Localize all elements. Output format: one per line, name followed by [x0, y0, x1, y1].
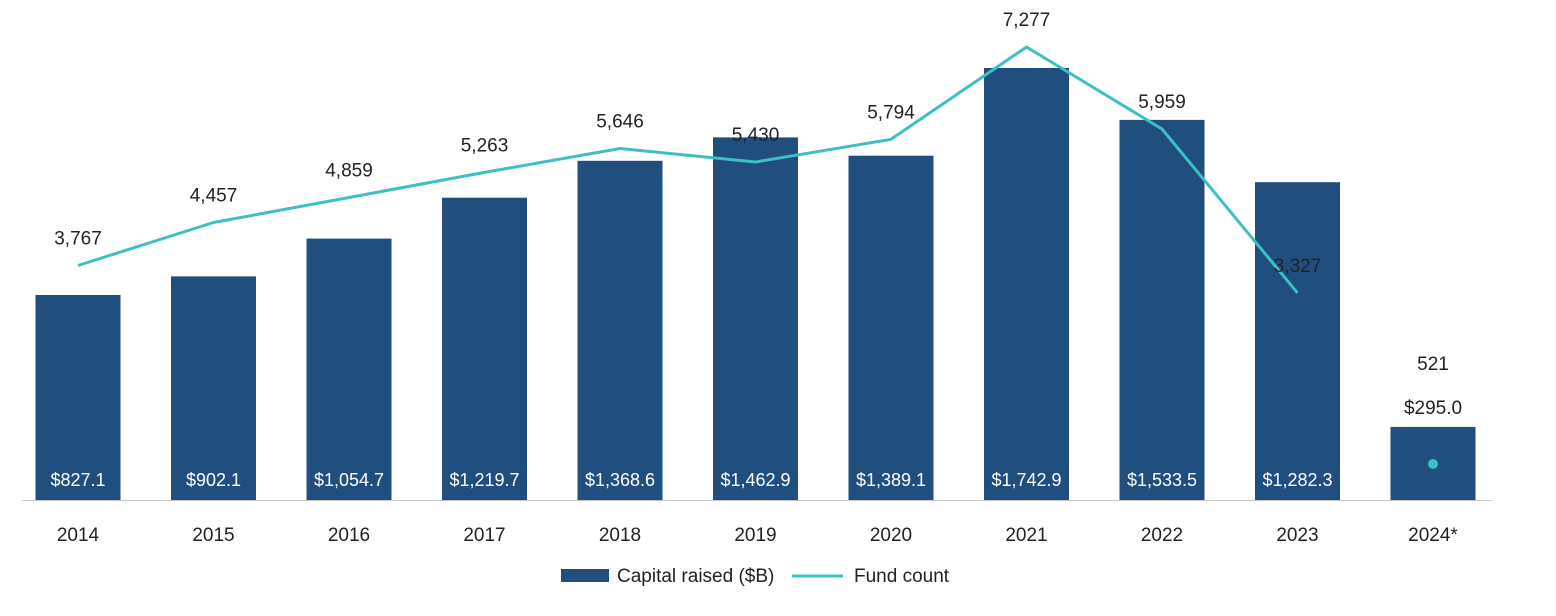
- x-tick-label: 2015: [192, 525, 234, 546]
- x-tick-label: 2018: [599, 525, 641, 546]
- fund-count-label: 5,646: [596, 112, 644, 133]
- bar-value-label: $1,533.5: [1127, 470, 1197, 490]
- x-tick-label: 2021: [1005, 525, 1047, 546]
- bar-value-label: $1,054.7: [314, 470, 384, 490]
- line-layer: [77, 45, 1438, 469]
- fund-count-label: 4,859: [325, 161, 373, 182]
- fund-count-line: [77, 45, 1299, 294]
- bar-value-label: $295.0: [1404, 398, 1462, 419]
- bar-value-label: $1,282.3: [1262, 470, 1332, 490]
- fund-count-label: 4,457: [190, 186, 238, 207]
- bar-value-label: $827.1: [50, 470, 105, 490]
- bar-2019: [713, 137, 798, 500]
- bar-2018: [577, 160, 663, 501]
- fund-count-label: 521: [1417, 354, 1449, 375]
- fund-count-label: 5,263: [461, 135, 509, 156]
- legend-item-line: Fund count: [792, 566, 950, 587]
- bar-2014: [35, 295, 121, 500]
- bar-value-label: $1,742.9: [991, 470, 1061, 490]
- legend-label-bar: Capital raised ($B): [617, 566, 774, 587]
- fund-count-label: 5,959: [1138, 92, 1186, 113]
- x-tick-label: 2022: [1141, 525, 1183, 546]
- x-tick-label: 2023: [1276, 525, 1318, 546]
- legend-item-bar: Capital raised ($B): [561, 566, 774, 587]
- x-tick-label: 2019: [734, 525, 776, 546]
- bar-value-label: $902.1: [186, 470, 241, 490]
- x-axis: 2014 2015 2016 2017 2018 2019 2020 2021 2022 2023…: [57, 525, 1459, 546]
- bar-2017: [442, 197, 527, 500]
- bar-value-label: $1,368.6: [585, 470, 655, 490]
- labels-layer: $827.1 $902.1 $1,054.7 $1,219.7 $1,368.6 $1,4…: [50, 10, 1462, 490]
- bar-2021: [984, 68, 1069, 500]
- bar-2015: [171, 276, 256, 500]
- legend-label-line: Fund count: [854, 566, 950, 587]
- fund-count-point: [1428, 459, 1438, 469]
- bars-layer: [35, 68, 1476, 501]
- bar-value-label: $1,219.7: [449, 470, 519, 490]
- x-tick-label: 2024*: [1408, 525, 1458, 546]
- x-tick-label: 2014: [57, 525, 100, 546]
- fund-count-label: 5,430: [732, 125, 780, 146]
- fund-count-label: 7,277: [1003, 10, 1051, 31]
- fund-count-label: 3,327: [1274, 256, 1322, 277]
- legend-swatch-bar: [561, 569, 609, 582]
- x-tick-label: 2017: [463, 525, 505, 546]
- bar-2023: [1255, 182, 1340, 500]
- bar-2020: [848, 155, 934, 500]
- x-tick-label: 2020: [870, 525, 912, 546]
- x-tick-label: 2016: [328, 525, 370, 546]
- fund-count-label: 3,767: [54, 229, 102, 250]
- fund-count-label: 5,794: [867, 102, 915, 123]
- bar-2016: [306, 238, 392, 500]
- bar-value-label: $1,462.9: [720, 470, 790, 490]
- bar-2022: [1119, 119, 1205, 501]
- legend: Capital raised ($B) Fund count: [561, 566, 950, 587]
- bar-value-label: $1,389.1: [856, 470, 926, 490]
